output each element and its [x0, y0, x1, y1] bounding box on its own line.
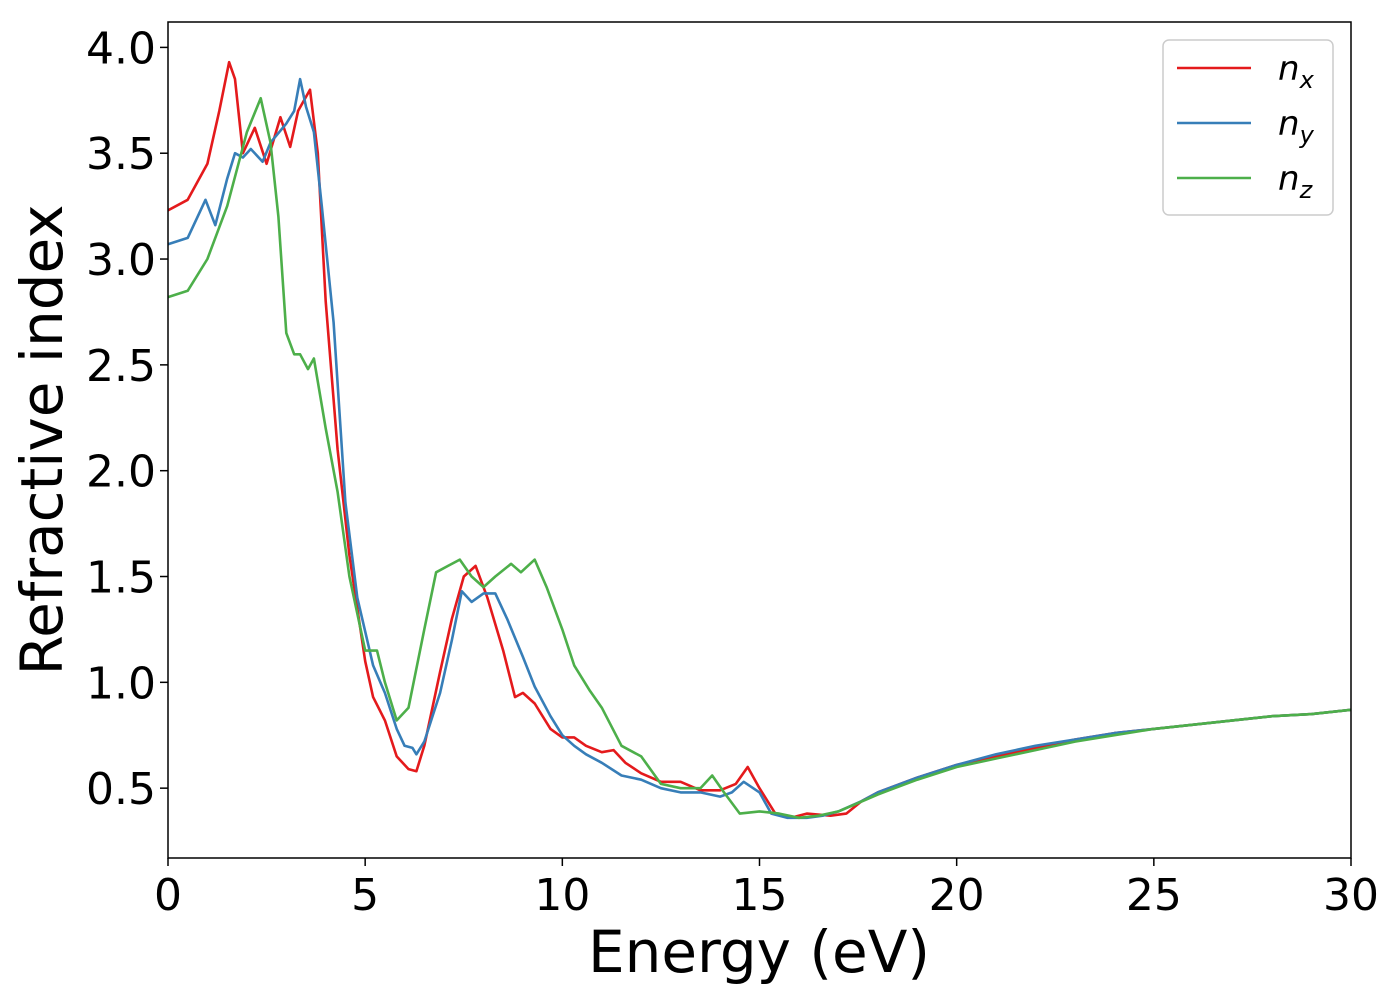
x-axis-label: Energy (eV)	[588, 918, 930, 986]
x-tick-label: 10	[534, 870, 590, 921]
x-tick-label: 5	[351, 870, 379, 921]
x-tick-label: 0	[154, 870, 182, 921]
legend-box	[1162, 39, 1334, 216]
x-tick-label: 30	[1323, 870, 1379, 921]
y-tick-label: 3.5	[86, 129, 156, 180]
legend-label-base: n	[1278, 49, 1300, 89]
y-tick-label: 2.0	[86, 447, 156, 498]
legend-label-base: n	[1278, 159, 1300, 199]
legend-label-nx: nx	[1278, 49, 1315, 94]
x-tick-label: 25	[1126, 870, 1182, 921]
x-tick-label: 20	[929, 870, 985, 921]
y-axis: 0.5 1.0 1.5 2.0 2.5 3.0 3.5 4.0	[86, 23, 168, 815]
series-line-nz	[168, 96, 1351, 820]
series-line-ny	[168, 77, 1351, 820]
legend-label-subscript: z	[1299, 176, 1314, 204]
x-tick-label: 15	[732, 870, 788, 921]
legend-label-base: n	[1278, 104, 1300, 144]
legend-label-subscript: y	[1299, 121, 1315, 149]
y-tick-label: 3.0	[86, 235, 156, 286]
legend-label-ny: ny	[1278, 104, 1315, 149]
x-axis: 0 5 10 15 20 25 30	[154, 858, 1379, 921]
y-tick-label: 0.5	[86, 764, 156, 815]
y-tick-label: 2.5	[86, 341, 156, 392]
series-layer	[168, 60, 1351, 820]
y-tick-label: 1.0	[86, 658, 156, 709]
y-tick-label: 1.5	[86, 553, 156, 604]
legend-label-nz: nz	[1278, 159, 1314, 204]
legend-label-subscript: x	[1299, 66, 1315, 94]
y-axis-label: Refractive index	[8, 204, 76, 675]
y-tick-label: 4.0	[86, 23, 156, 74]
